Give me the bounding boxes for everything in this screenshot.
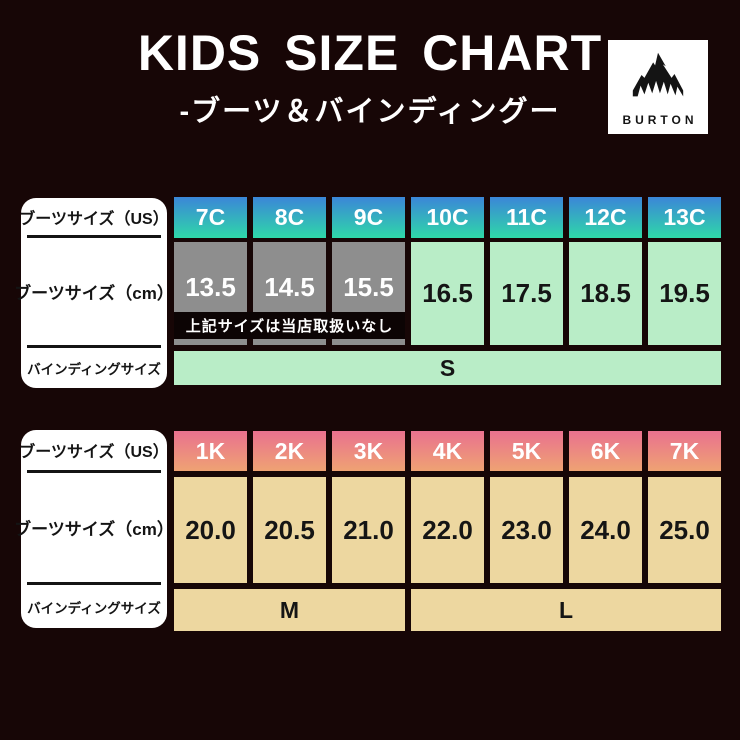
cm-size-cell: 20.0 xyxy=(174,477,247,583)
us-size-cell: 6K xyxy=(569,431,642,471)
cm-size-cell: 22.0 xyxy=(411,477,484,583)
table-k-label-box: ブーツサイズ（US） ブーツサイズ（cm） バインディングサイズ xyxy=(14,430,174,628)
label-binding-size: バインディングサイズ xyxy=(27,362,161,377)
table-c-us-row: 7C 8C 9C 10C 11C 12C 13C xyxy=(174,197,721,238)
cm-size-cell: 21.0 xyxy=(332,477,405,583)
table-k-cm-row: 20.0 20.5 21.0 22.0 23.0 24.0 25.0 xyxy=(174,477,721,583)
us-size-cell: 12C xyxy=(569,197,642,238)
cm-size-cell: 18.5 xyxy=(569,242,642,345)
mountain-icon xyxy=(632,52,684,97)
label-boot-size-cm: ブーツサイズ（cm） xyxy=(14,520,174,539)
label-divider xyxy=(27,470,161,473)
us-size-cell: 7K xyxy=(648,431,721,471)
us-size-cell: 7C xyxy=(174,197,247,238)
table-k-us-row: 1K 2K 3K 4K 5K 6K 7K xyxy=(174,431,721,471)
us-size-cell: 5K xyxy=(490,431,563,471)
us-size-cell: 13C xyxy=(648,197,721,238)
cm-size-cell: 16.5 xyxy=(411,242,484,345)
binding-size-s-cell: S xyxy=(174,351,721,385)
us-size-cell: 2K xyxy=(253,431,326,471)
cm-size-cell: 19.5 xyxy=(648,242,721,345)
label-boot-size-us: ブーツサイズ（US） xyxy=(19,210,169,228)
cm-size-cell: 24.0 xyxy=(569,477,642,583)
us-size-cell: 8C xyxy=(253,197,326,238)
page-title: KIDS SIZE CHART xyxy=(137,25,603,81)
us-size-cell: 1K xyxy=(174,431,247,471)
page-subtitle: -ブーツ＆バインディングー xyxy=(179,96,561,128)
binding-size-m-cell: M xyxy=(174,589,405,631)
cm-size-cell: 23.0 xyxy=(490,477,563,583)
us-size-cell: 11C xyxy=(490,197,563,238)
label-divider xyxy=(27,582,161,585)
cm-size-cell: 25.0 xyxy=(648,477,721,583)
label-boot-size-cm: ブーツサイズ（cm） xyxy=(14,284,174,303)
label-divider xyxy=(27,345,161,348)
cm-size-cell: 17.5 xyxy=(490,242,563,345)
us-size-cell: 4K xyxy=(411,431,484,471)
label-boot-size-us: ブーツサイズ（US） xyxy=(19,444,169,461)
burton-brand-text: BURTON xyxy=(622,113,698,127)
us-size-cell: 9C xyxy=(332,197,405,238)
table-c-label-box: ブーツサイズ（US） ブーツサイズ（cm） バインディングサイズ xyxy=(14,198,174,388)
burton-logo: BURTON xyxy=(608,40,708,134)
not-stocked-banner: 上記サイズは当店取扱いなし xyxy=(174,312,405,339)
us-size-cell: 3K xyxy=(332,431,405,471)
cm-size-cell: 20.5 xyxy=(253,477,326,583)
label-binding-size: バインディングサイズ xyxy=(27,600,161,616)
us-size-cell: 10C xyxy=(411,197,484,238)
binding-size-l-cell: L xyxy=(411,589,721,631)
label-divider xyxy=(27,235,161,238)
